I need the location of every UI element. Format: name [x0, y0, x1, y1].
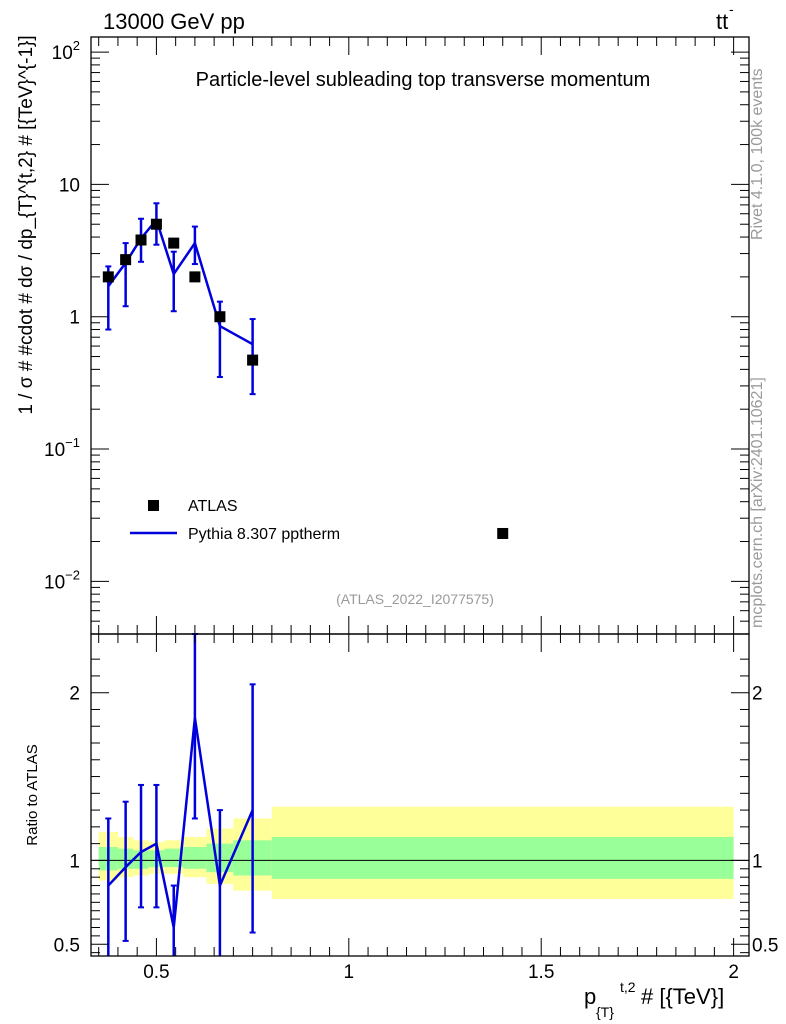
main-y-tick-label: 10: [59, 175, 80, 196]
atlas-data-point: [120, 254, 132, 266]
mcplots-credit-label: mcplots.cern.ch [arXiv:2401.10621]: [749, 377, 766, 628]
atlas-data-point: [150, 218, 162, 230]
atlas-data-point: [247, 354, 259, 366]
uncertainty-band-green: [271, 836, 734, 879]
x-axis-label-base: p: [584, 984, 596, 1009]
legend: ATLAS Pythia 8.307 pptherm: [130, 498, 340, 543]
main-y-tick-label: 1: [69, 308, 80, 329]
atlas-data-point: [189, 271, 201, 283]
atlas-data-point: [102, 271, 114, 283]
x-axis-label: p {T} t,2 # [{TeV}]: [584, 979, 724, 1020]
main-y-tick-label: 10−1: [44, 435, 80, 461]
ratio-panel: 0.5 0.5 1 1 2 2 0.5 1 1.5 2 Ratio to ATLAS p {T} …: [24, 633, 778, 1020]
main-panel: 102 10 1 10−1 10−2 Particle-level subleading…: [16, 35, 750, 635]
main-plot-content: [102, 202, 509, 539]
x-axis-label-sup: t,2: [620, 979, 636, 995]
ratio-ylabel: Ratio to ATLAS: [24, 744, 41, 845]
ratio-y-tick-label: 2: [69, 684, 80, 705]
ratio-y-tick-label-right: 0.5: [752, 935, 778, 956]
process-label-text: tt: [716, 9, 728, 34]
ratio-x-tick-label: 1.5: [528, 962, 554, 983]
ratio-x-tick-label: 1: [344, 962, 355, 983]
ratio-x-tick-label: 0.5: [143, 962, 169, 983]
ratio-y-tick-label-right: 2: [752, 684, 763, 705]
legend-marker-atlas: [148, 500, 159, 511]
ratio-x-tick-label: 2: [728, 962, 739, 983]
x-axis-label-sub: {T}: [596, 1004, 614, 1020]
main-frame: [90, 36, 750, 635]
process-label-bar: -: [729, 1, 734, 17]
energy-label: 13000 GeV pp: [103, 9, 245, 34]
main-y-tick-label: 102: [52, 38, 80, 64]
main-axes: 102 10 1 10−1 10−2: [44, 37, 749, 635]
uncertainty-band-green: [183, 846, 207, 869]
process-label: tt -: [716, 1, 734, 34]
legend-label-pythia: Pythia 8.307 pptherm: [188, 526, 340, 543]
atlas-data-point: [214, 311, 226, 323]
ratio-frame: [90, 633, 750, 957]
atlas-data-point: [168, 237, 180, 249]
legend-label-atlas: ATLAS: [188, 498, 238, 515]
pythia-line: [107, 217, 254, 346]
ratio-axes: 0.5 0.5 1 1 2 2 0.5 1 1.5 2: [54, 634, 778, 983]
main-ylabel: 1 / σ # #cdot # dσ / dp_{T}^{t,2} # [{Te…: [16, 35, 37, 414]
ratio-y-tick-label: 0.5: [54, 935, 80, 956]
ratio-y-tick-label: 1: [69, 851, 80, 872]
atlas-data-point: [497, 527, 509, 539]
ratio-y-tick-label-right: 1: [752, 851, 763, 872]
main-y-tick-label: 10−2: [44, 567, 80, 593]
rivet-version-label: Rivet 4.1.0, 100k events: [749, 68, 766, 240]
uncertainty-band-green: [164, 848, 184, 868]
x-axis-label-unit: # [{TeV}]: [641, 984, 724, 1009]
ratio-plot-content: [91, 633, 749, 956]
analysis-tag: (ATLAS_2022_I2077575): [336, 591, 494, 607]
atlas-data-point: [135, 234, 147, 246]
main-title: Particle-level subleading top transverse…: [196, 69, 651, 91]
ratio-pythia-line: [107, 717, 254, 928]
